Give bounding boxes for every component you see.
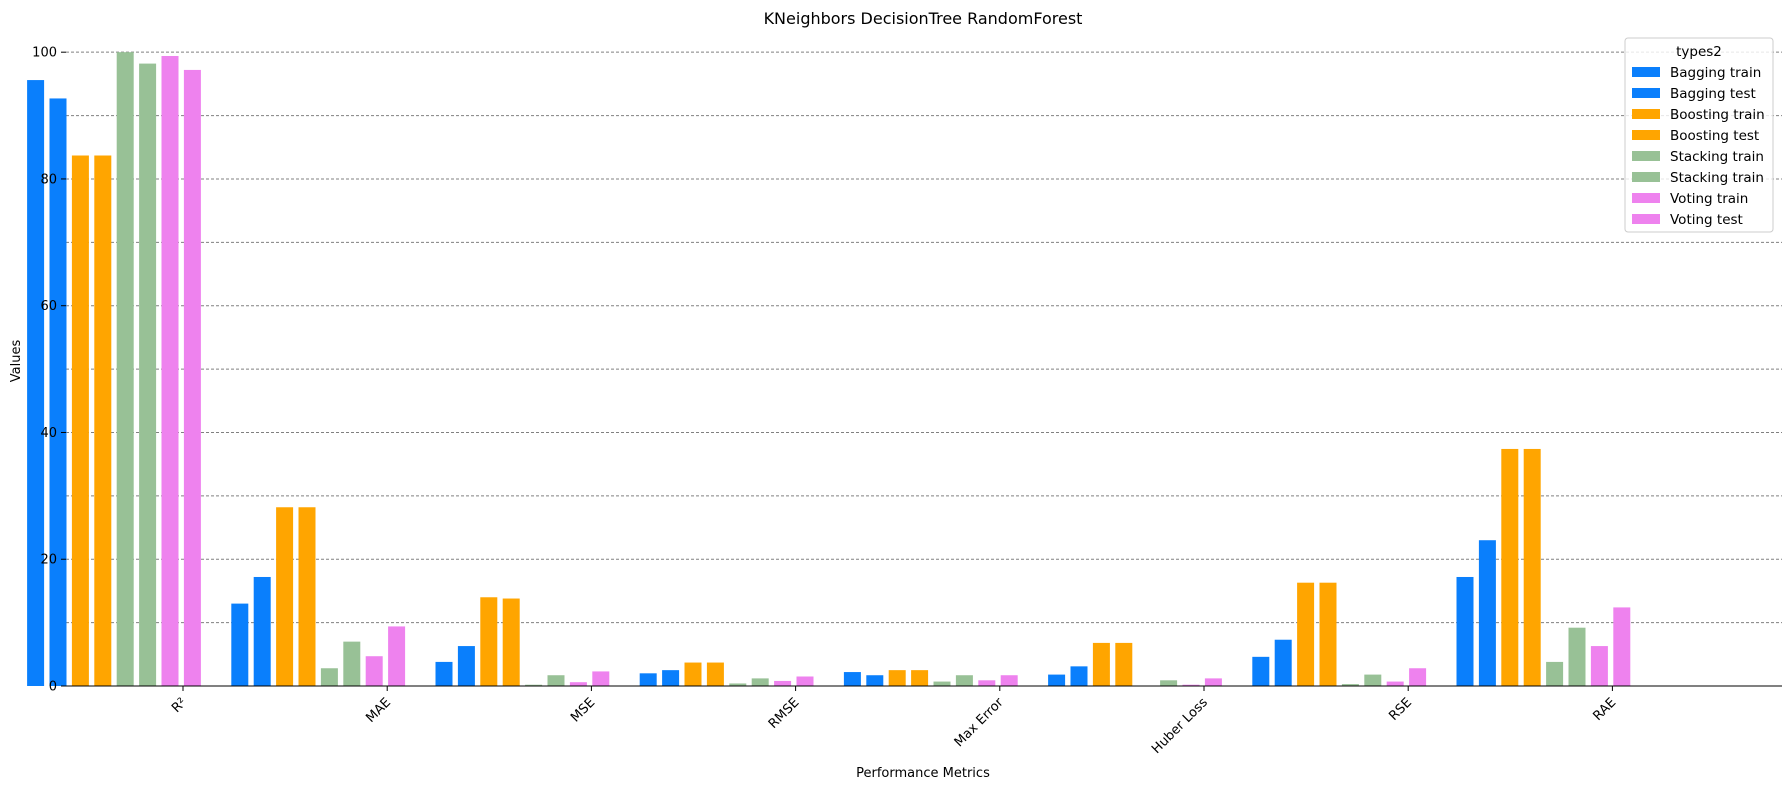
bar bbox=[569, 682, 587, 686]
bar bbox=[1456, 576, 1474, 686]
bar bbox=[1204, 678, 1222, 686]
bar bbox=[933, 681, 951, 686]
y-tick-label: 20 bbox=[40, 553, 57, 568]
y-tick-label: 40 bbox=[40, 426, 57, 441]
bar bbox=[525, 684, 543, 686]
bar bbox=[843, 672, 861, 686]
legend-label: Boosting train bbox=[1670, 107, 1765, 123]
legend-swatch bbox=[1632, 109, 1660, 119]
x-axis-label: Performance Metrics bbox=[856, 766, 990, 781]
bar bbox=[1252, 656, 1270, 686]
bar bbox=[706, 662, 724, 686]
bar bbox=[94, 155, 112, 686]
bar bbox=[253, 576, 271, 686]
legend-label: Voting train bbox=[1670, 191, 1748, 207]
bar bbox=[729, 683, 747, 686]
bar bbox=[1386, 681, 1404, 686]
bar bbox=[1523, 448, 1541, 686]
y-ticks: 0 20 40 60 80 100 bbox=[32, 46, 66, 695]
bar bbox=[502, 598, 520, 686]
bar bbox=[1590, 646, 1608, 686]
legend-label: Stacking train bbox=[1670, 149, 1764, 165]
chart-title: KNeighbors DecisionTree RandomForest bbox=[764, 9, 1083, 28]
bar bbox=[592, 671, 610, 686]
bar bbox=[343, 641, 361, 686]
bar bbox=[662, 670, 680, 686]
bar bbox=[320, 668, 338, 686]
bar bbox=[955, 675, 973, 686]
bar bbox=[480, 597, 498, 686]
legend-swatch bbox=[1632, 151, 1660, 161]
bar bbox=[1501, 448, 1519, 686]
bar bbox=[298, 507, 316, 686]
bar bbox=[866, 675, 884, 686]
bar bbox=[1364, 674, 1382, 686]
bar bbox=[435, 661, 453, 686]
legend-swatch bbox=[1632, 130, 1660, 140]
bars bbox=[27, 52, 1631, 687]
y-tick-label: 80 bbox=[40, 172, 57, 187]
bar bbox=[751, 678, 769, 686]
bar bbox=[1000, 675, 1018, 686]
bar bbox=[1546, 661, 1564, 686]
legend-title: types2 bbox=[1676, 44, 1722, 60]
bar bbox=[1409, 668, 1427, 686]
bar bbox=[911, 670, 929, 686]
bar bbox=[183, 69, 201, 687]
bar bbox=[1274, 639, 1292, 686]
y-axis-label: Values bbox=[9, 340, 24, 383]
bar bbox=[1160, 680, 1178, 686]
bar bbox=[1613, 607, 1631, 686]
bar bbox=[231, 603, 249, 686]
bar bbox=[1319, 582, 1337, 686]
bar bbox=[1092, 642, 1110, 686]
bar bbox=[139, 63, 157, 686]
bar bbox=[457, 646, 475, 686]
bar bbox=[71, 155, 89, 686]
y-tick-label: 100 bbox=[32, 46, 57, 61]
legend-label: Bagging test bbox=[1670, 86, 1756, 102]
bar bbox=[27, 80, 45, 686]
bar bbox=[1341, 684, 1359, 686]
bar bbox=[639, 673, 657, 686]
legend-swatch bbox=[1632, 67, 1660, 77]
legend-items: Bagging train Bagging test Boosting train B… bbox=[1632, 65, 1765, 228]
bar bbox=[978, 680, 996, 686]
bar bbox=[276, 507, 294, 686]
bar bbox=[1048, 674, 1066, 686]
y-tick-label: 60 bbox=[40, 299, 57, 314]
legend-frame bbox=[1624, 37, 1774, 233]
legend: types2 Bagging train Bagging test Boosting… bbox=[1624, 37, 1774, 233]
bar bbox=[888, 670, 906, 686]
bar bbox=[116, 52, 134, 687]
bar bbox=[684, 662, 702, 686]
bar bbox=[1070, 666, 1088, 686]
legend-swatch bbox=[1632, 214, 1660, 224]
legend-swatch bbox=[1632, 88, 1660, 98]
legend-swatch bbox=[1632, 172, 1660, 182]
bar bbox=[1478, 540, 1496, 686]
bar bbox=[547, 675, 565, 686]
grid-lines bbox=[66, 51, 1782, 624]
legend-label: Stacking train bbox=[1670, 170, 1764, 186]
legend-label: Voting test bbox=[1670, 212, 1743, 228]
legend-label: Bagging train bbox=[1670, 65, 1761, 81]
y-tick-label: 0 bbox=[49, 680, 57, 695]
bar bbox=[49, 98, 67, 686]
bar bbox=[1182, 684, 1200, 686]
bar bbox=[1297, 582, 1315, 686]
legend-swatch bbox=[1632, 193, 1660, 203]
bar bbox=[161, 55, 179, 687]
bar bbox=[365, 656, 383, 686]
bar bbox=[796, 676, 814, 686]
legend-label: Boosting test bbox=[1670, 128, 1759, 144]
bar bbox=[1568, 627, 1586, 686]
bar bbox=[1115, 642, 1133, 686]
bar bbox=[774, 680, 792, 686]
bar bbox=[388, 626, 406, 686]
